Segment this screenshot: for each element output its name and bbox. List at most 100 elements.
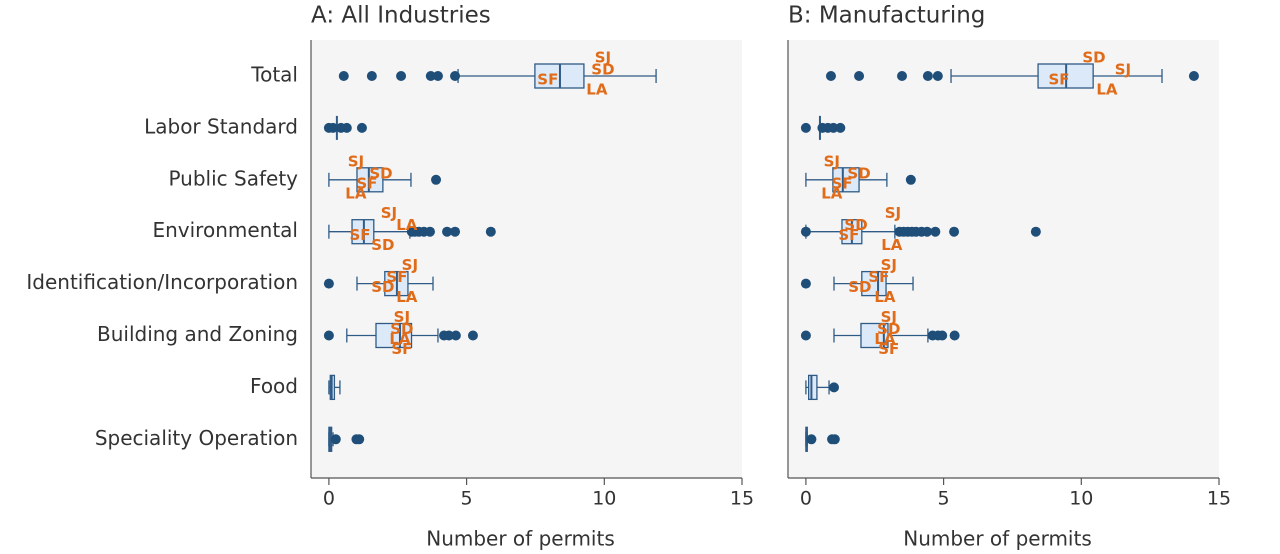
outlier: [450, 226, 461, 237]
city-label: LA: [881, 236, 903, 254]
outlier: [1188, 71, 1199, 81]
city-label: SD: [390, 320, 413, 338]
category-label: Environmental: [152, 218, 298, 242]
outlier: [432, 71, 443, 81]
city-label: SJ: [885, 204, 901, 222]
city-label: SF: [386, 268, 407, 286]
outlier: [930, 226, 941, 237]
city-label: SJ: [1115, 61, 1131, 79]
category-label: Food: [250, 374, 298, 398]
city-label: SF: [878, 340, 899, 358]
category-label: Identification/Incorporation: [26, 270, 298, 294]
outlier: [450, 330, 461, 341]
x-tick-label: 15: [730, 488, 754, 510]
city-label: SF: [831, 174, 852, 192]
outlier: [905, 174, 916, 185]
outlier: [828, 122, 839, 133]
city-label: SF: [356, 174, 377, 192]
city-label: SF: [1048, 71, 1069, 89]
city-label: SJ: [381, 204, 397, 222]
plot-area: [311, 40, 742, 478]
outlier: [431, 174, 442, 185]
category-label: Building and Zoning: [97, 322, 298, 346]
outlier: [443, 330, 454, 341]
outlier: [366, 71, 377, 81]
category-label: Public Safety: [168, 166, 298, 190]
city-label: SD: [848, 278, 871, 296]
box: [356, 167, 384, 193]
city-label: SD: [591, 61, 614, 79]
outlier: [328, 122, 339, 133]
city-label: SJ: [394, 308, 410, 326]
outlier: [922, 226, 933, 237]
outlier: [800, 278, 811, 289]
city-label: LA: [396, 288, 418, 306]
outlier: [800, 226, 811, 237]
panel-title: B: Manufacturing: [788, 3, 985, 29]
outlier: [949, 226, 960, 237]
city-label: SD: [877, 320, 900, 338]
outlier: [800, 330, 811, 341]
box: [832, 167, 860, 193]
category-label: Labor Standard: [144, 114, 298, 138]
city-label: SJ: [824, 152, 840, 170]
outlier: [828, 382, 839, 393]
outlier: [800, 122, 811, 133]
outlier: [338, 71, 349, 81]
city-label: LA: [1096, 81, 1118, 99]
outlier: [356, 122, 367, 133]
x-axis-label: Number of permits: [903, 527, 1092, 551]
x-tick-label: 15: [1207, 488, 1231, 510]
outlier: [425, 71, 436, 81]
outlier: [825, 71, 836, 81]
outlier: [354, 434, 365, 445]
city-label: SJ: [348, 152, 364, 170]
x-tick-label: 0: [323, 488, 335, 510]
city-label: SF: [349, 226, 370, 244]
outlier: [806, 434, 817, 445]
outlier: [450, 71, 461, 81]
city-label: LA: [821, 184, 843, 202]
outlier: [485, 226, 496, 237]
outlier: [932, 71, 943, 81]
outlier: [442, 226, 453, 237]
x-tick-label: 10: [1069, 488, 1093, 510]
city-label: SF: [537, 71, 558, 89]
city-label: SJ: [881, 308, 897, 326]
city-label: SJ: [595, 49, 611, 67]
outlier: [897, 71, 908, 81]
x-axis-label: Number of permits: [426, 527, 615, 551]
outlier: [341, 122, 352, 133]
city-label: LA: [396, 216, 418, 234]
box: [861, 270, 887, 297]
outlier: [323, 278, 334, 289]
outlier: [835, 122, 846, 133]
x-tick-label: 5: [938, 488, 950, 510]
x-tick-label: 0: [800, 488, 812, 510]
city-label: SF: [868, 268, 889, 286]
city-label: SD: [371, 236, 394, 254]
outlier: [323, 330, 334, 341]
city-label: SD: [371, 278, 394, 296]
outlier: [922, 71, 933, 81]
city-label: LA: [389, 330, 411, 348]
outlier: [949, 330, 960, 341]
city-label: SJ: [881, 256, 897, 274]
x-tick-label: 5: [461, 488, 473, 510]
outlier: [1030, 226, 1041, 237]
category-label: Speciality Operation: [95, 426, 298, 450]
city-label: LA: [874, 288, 896, 306]
panel-title: A: All Industries: [311, 3, 491, 29]
city-label: LA: [874, 330, 896, 348]
city-label: LA: [345, 184, 367, 202]
outlier: [424, 226, 435, 237]
box: [808, 374, 818, 401]
city-label: SJ: [402, 256, 418, 274]
outlier: [467, 330, 478, 341]
outlier: [330, 434, 341, 445]
outlier: [854, 71, 865, 81]
city-label: SD: [369, 164, 392, 182]
